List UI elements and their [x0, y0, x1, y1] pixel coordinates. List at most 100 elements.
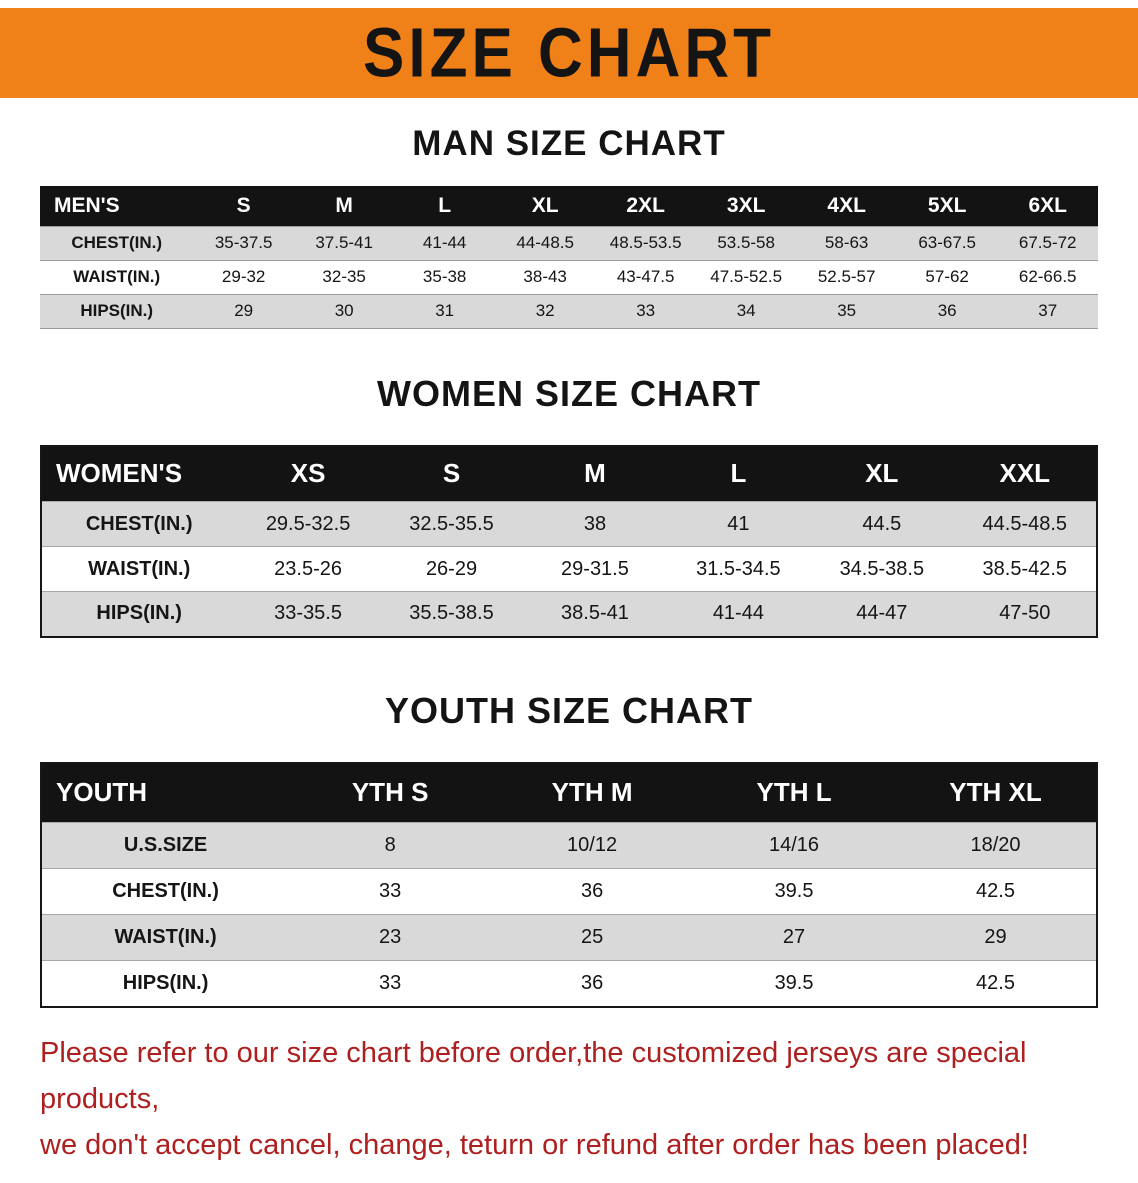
size-value: 33-35.5: [274, 602, 342, 625]
youth-size-chart-section: YOUTH SIZE CHART YOUTH YTH S YTH M YTH L YTH…: [0, 690, 1138, 1008]
size-value: 32.5-35.5: [409, 512, 494, 535]
banner: SIZE CHART: [0, 8, 1138, 98]
size-value: 35-37.5: [214, 233, 273, 252]
size-value: 23: [379, 926, 402, 948]
size-value: 29-31.5: [561, 557, 629, 580]
size-column-header: XS: [236, 445, 380, 502]
size-value: 44-48.5: [516, 233, 574, 252]
size-column-header: 5XL: [896, 186, 998, 226]
size-value: 38: [583, 512, 607, 535]
notice-line-1: Please refer to our size chart before or…: [40, 1036, 1027, 1115]
size-value: 38.5-42.5: [982, 557, 1068, 580]
size-column-header: YTH M: [491, 762, 694, 823]
size-column-header: 4XL: [796, 186, 897, 226]
table-corner-label: WOMEN'S: [41, 445, 237, 502]
size-column-header: YTH S: [289, 762, 492, 823]
size-value: 32-35: [322, 267, 366, 286]
man-size-chart-section: MAN SIZE CHART MEN'S S M L XL 2XL 3XL 4XL 5XL 6XL…: [0, 124, 1138, 329]
size-column-header: S: [193, 186, 294, 226]
table-corner-label: MEN'S: [40, 186, 194, 226]
size-value: 29: [984, 926, 1007, 948]
size-value: 35-38: [422, 267, 467, 286]
table-row: HIPS(IN.) 33 36 39.5 42.5: [41, 960, 1097, 1007]
size-value: 35.5-38.5: [409, 602, 494, 625]
row-label: HIPS(IN.): [122, 971, 209, 994]
row-label: CHEST(IN.): [71, 233, 163, 252]
women-size-chart-heading: WOMEN SIZE CHART: [377, 372, 761, 414]
size-column-header: XL: [810, 445, 954, 502]
size-value: 38.5-41: [561, 602, 629, 625]
table-row: U.S.SIZE 8 10/12 14/16 18/20: [41, 822, 1097, 869]
size-value: 42.5: [976, 971, 1015, 994]
size-column-header: XXL: [953, 445, 1097, 502]
size-value: 18/20: [970, 834, 1021, 856]
size-column-header: M: [523, 445, 667, 502]
row-label: U.S.SIZE: [123, 834, 208, 856]
size-value: 41: [727, 512, 750, 535]
man-size-table: MEN'S S M L XL 2XL 3XL 4XL 5XL 6XL CHEST(IN.) 35-37…: [40, 186, 1098, 329]
man-size-chart-heading: MAN SIZE CHART: [412, 124, 726, 163]
notice-line-2: we don't accept cancel, change, teturn o…: [40, 1129, 1029, 1162]
size-value: 10/12: [567, 834, 618, 856]
size-column-header: YTH L: [693, 762, 896, 823]
table-row: CHEST(IN.) 33 36 39.5 42.5: [41, 868, 1097, 915]
size-column-header: M: [293, 186, 395, 226]
size-value: 30: [334, 301, 354, 320]
table-row: CHEST(IN.) 35-37.5 37.5-41 41-44 44-48.5 48.5…: [40, 226, 1098, 260]
size-value: 39.5: [774, 880, 814, 902]
size-value: 57-62: [925, 267, 969, 286]
table-row: CHEST(IN.) 29.5-32.5 32.5-35.5 38 41 44.5 44.5…: [41, 501, 1097, 547]
size-value: 53.5-58: [717, 233, 775, 252]
size-value: 48.5-53.5: [609, 233, 682, 252]
size-column-header: L: [666, 445, 811, 502]
size-value: 33: [636, 301, 656, 320]
table-corner-label: YOUTH: [41, 762, 290, 823]
row-label: CHEST(IN.): [112, 880, 219, 902]
row-label: HIPS(IN.): [96, 602, 182, 625]
size-value: 32: [535, 301, 555, 320]
size-value: 67.5-72: [1018, 233, 1077, 252]
table-row: HIPS(IN.) 29 30 31 32 33 34 35 36 37: [40, 294, 1098, 328]
row-label: WAIST(IN.): [114, 926, 217, 948]
table-row: WAIST(IN.) 23 25 27 29: [41, 914, 1097, 961]
size-value: 26-29: [425, 557, 478, 580]
size-column-header: 6XL: [997, 186, 1098, 226]
size-value: 31: [435, 301, 455, 320]
size-value: 43-47.5: [616, 267, 675, 286]
size-value: 41-44: [422, 233, 467, 252]
size-value: 36: [580, 880, 604, 902]
size-value: 23.5-26: [274, 557, 342, 580]
size-value: 27: [782, 926, 806, 948]
table-row: WAIST(IN.) 23.5-26 26-29 29-31.5 31.5-34.5 34…: [41, 546, 1097, 592]
size-value: 42.5: [976, 880, 1015, 902]
size-value: 25: [580, 926, 604, 948]
size-value: 8: [384, 834, 396, 856]
row-label: WAIST(IN.): [88, 557, 191, 580]
page-title: SIZE CHART: [363, 14, 775, 92]
row-label: HIPS(IN.): [80, 301, 154, 320]
size-value: 31.5-34.5: [696, 557, 781, 580]
size-value: 35: [837, 301, 857, 320]
size-value: 47-50: [999, 602, 1051, 625]
size-value: 39.5: [774, 971, 814, 994]
size-chart-page: SIZE CHART MAN SIZE CHART MEN'S S M L XL 2XL 3…: [0, 8, 1138, 1183]
table-header-row: MEN'S S M L XL 2XL 3XL 4XL 5XL 6XL: [40, 186, 1098, 226]
size-value: 62-66.5: [1018, 267, 1077, 286]
size-value: 36: [937, 301, 957, 320]
women-size-chart-section: WOMEN SIZE CHART WOMEN'S XS S M L XL XXL CHEST(…: [0, 373, 1138, 638]
women-size-table: WOMEN'S XS S M L XL XXL CHEST(IN.) 29.5-32.5 32.5…: [40, 444, 1098, 638]
table-header-row: WOMEN'S XS S M L XL XXL: [41, 445, 1097, 502]
size-value: 44-47: [856, 602, 908, 625]
size-value: 52.5-57: [817, 267, 876, 286]
size-value: 58-63: [824, 233, 869, 252]
size-value: 38-43: [523, 267, 567, 286]
order-notice: Please refer to our size chart before or…: [0, 1008, 1138, 1183]
size-value: 29-32: [221, 267, 266, 286]
youth-size-table: YOUTH YTH S YTH M YTH L YTH XL U.S.SIZE 8 10/12…: [40, 761, 1098, 1008]
size-value: 44.5-48.5: [982, 512, 1068, 535]
size-value: 34.5-38.5: [839, 557, 925, 580]
size-value: 41-44: [712, 602, 764, 625]
table-row: WAIST(IN.) 29-32 32-35 35-38 38-43 43-47.5 47.…: [40, 260, 1098, 294]
table-header-row: YOUTH YTH S YTH M YTH L YTH XL: [41, 762, 1097, 823]
row-label: WAIST(IN.): [73, 267, 161, 286]
